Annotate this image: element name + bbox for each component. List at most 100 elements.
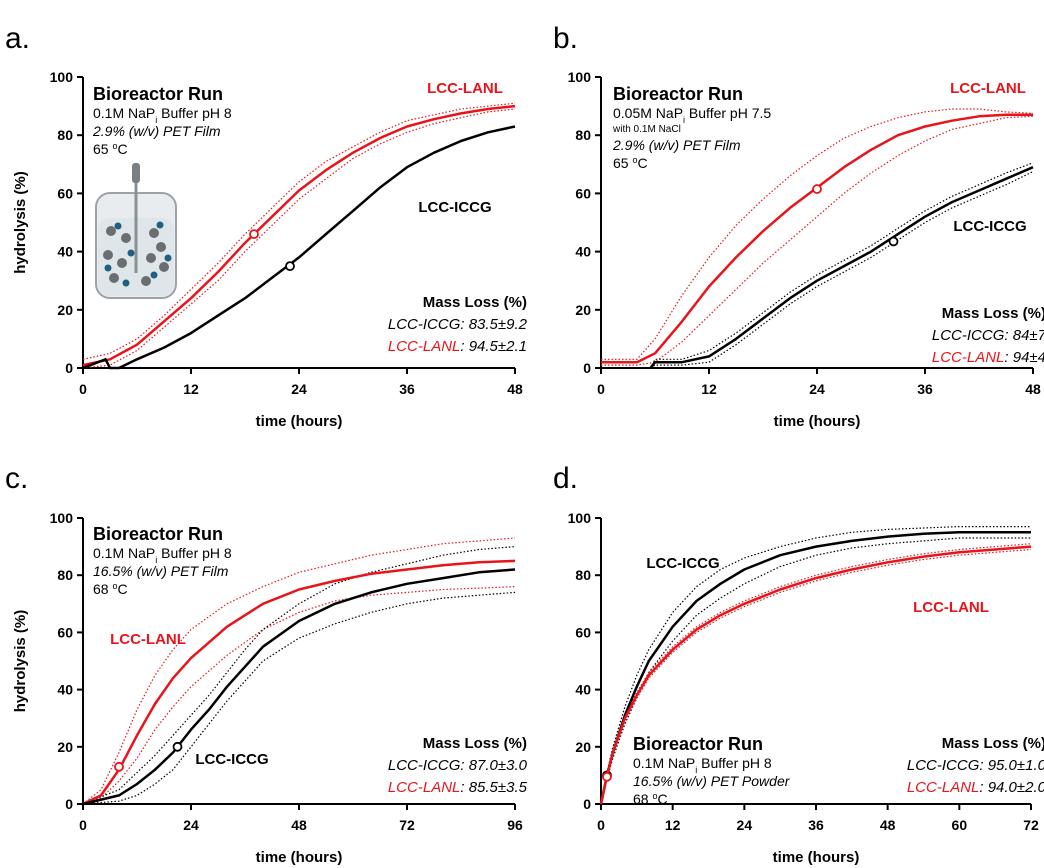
y-tick-label: 100: [568, 510, 592, 526]
mass-loss-entry: LCC-LANL: 85.5±3.5: [388, 779, 528, 796]
band-line: [649, 162, 1034, 369]
condition-line: 2.9% (w/v) PET Film: [612, 137, 741, 153]
y-tick-label: 60: [57, 185, 73, 201]
y-tick-label: 60: [57, 624, 73, 640]
band-line: [82, 591, 516, 805]
mass-loss-name: LCC-LANL: [907, 779, 980, 796]
y-tick-label: 100: [568, 69, 592, 85]
mass-loss-name: LCC-LANL: [932, 349, 1005, 366]
y-tick-label: 100: [50, 69, 74, 85]
y-tick-label: 80: [57, 567, 73, 583]
bioreactor-icon: [95, 163, 177, 299]
mass-loss-value: : 85.5±3.5: [460, 779, 527, 796]
mass-loss-title: Mass Loss (%): [942, 735, 1044, 752]
y-tick-label: 0: [583, 796, 591, 812]
y-tick-label: 20: [57, 739, 73, 755]
series-label: LCC-ICCG: [418, 199, 491, 216]
y-tick-label: 60: [575, 624, 591, 640]
condition-line: 0.1M NaPi Buffer pH 8: [93, 545, 232, 565]
mass-loss-title: Mass Loss (%): [423, 294, 527, 311]
panel-label: a.: [5, 22, 30, 55]
y-tick-label: 40: [575, 682, 591, 698]
half-point-marker: [888, 236, 899, 247]
series-label: LCC-ICCG: [195, 751, 268, 768]
condition-line: 0.05M NaPi Buffer pH 7.5: [613, 105, 771, 125]
condition-part: Buffer pH 8: [157, 545, 232, 561]
mass-loss-entry: LCC-ICCG: 95.0±1.0: [907, 757, 1044, 774]
mass-loss-name: LCC-ICCG: [388, 757, 461, 774]
mass-loss-value: : 95.0±1.0: [979, 757, 1044, 774]
x-axis-label: time (hours): [774, 413, 861, 430]
x-tick-label: 12: [701, 381, 717, 397]
panel-label: d.: [553, 462, 578, 495]
series-line: [599, 545, 1032, 805]
condition-part: Buffer pH 8: [157, 105, 232, 121]
condition-line: 65 oC: [93, 141, 128, 157]
run-title: Bioreactor Run: [93, 84, 223, 104]
condition-part: C: [637, 155, 647, 171]
condition-part: with 0.1M NaCl: [612, 124, 681, 135]
condition-part: i: [155, 115, 157, 125]
x-tick-label: 36: [917, 381, 933, 397]
y-tick-label: 80: [575, 567, 591, 583]
x-tick-label: 0: [597, 381, 605, 397]
condition-line: 68 oC: [93, 581, 128, 597]
x-tick-label: 72: [399, 817, 415, 833]
condition-line: with 0.1M NaCl: [612, 124, 681, 135]
condition-part: o: [632, 155, 637, 165]
half-point-marker: [172, 741, 183, 752]
band-line: [82, 102, 516, 360]
condition-part: o: [112, 141, 117, 151]
band-line: [600, 537, 1031, 805]
x-tick-label: 48: [880, 817, 896, 833]
series-label: LCC-LANL: [913, 599, 989, 616]
x-tick-label: 0: [79, 381, 87, 397]
y-tick-label: 80: [575, 127, 591, 143]
series-label: LCC-ICCG: [953, 218, 1026, 235]
condition-line: 68 oC: [633, 791, 668, 807]
condition-line: 16.5% (w/v) PET Film: [93, 563, 229, 579]
x-tick-label: 0: [597, 817, 605, 833]
mass-loss-value: : 94.0±2.0: [979, 779, 1044, 796]
x-tick-label: 48: [507, 381, 523, 397]
mass-loss-name: LCC-LANL: [388, 338, 461, 355]
y-tick-label: 0: [65, 360, 73, 376]
mass-loss-value: : 84±7: [1004, 327, 1044, 344]
series-line: [82, 559, 516, 806]
y-tick-label: 20: [57, 302, 73, 318]
series-line: [649, 166, 1034, 369]
mass-loss-name: LCC-ICCG: [907, 757, 980, 774]
x-axis-label: time (hours): [256, 849, 343, 866]
y-tick-label: 20: [575, 739, 591, 755]
x-tick-label: 60: [952, 817, 968, 833]
condition-line: 65 oC: [613, 155, 648, 171]
band-line: [82, 108, 516, 369]
mass-loss-name: LCC-ICCG: [932, 327, 1005, 344]
y-tick-label: 40: [57, 682, 73, 698]
mass-loss-name: LCC-ICCG: [388, 316, 461, 333]
run-title: Bioreactor Run: [633, 734, 763, 754]
band-line: [600, 548, 1032, 805]
mass-loss-entry: LCC-ICCG: 87.0±3.0: [388, 757, 528, 774]
half-point-marker: [249, 229, 259, 240]
x-tick-label: 12: [183, 381, 199, 397]
y-tick-label: 20: [575, 302, 591, 318]
condition-part: i: [695, 765, 697, 775]
panel-label: b.: [553, 22, 578, 55]
mass-loss-entry: LCC-ICCG: 83.5±9.2: [388, 316, 528, 333]
series-line: [82, 568, 516, 806]
panel: a. 0 20 40 60 80 100 0 12 24 36 48 time (hours) hydro…: [5, 22, 528, 430]
series-label: LCC-LANL: [110, 631, 186, 648]
series-line: [82, 104, 516, 367]
condition-part: 0.05M NaP: [613, 105, 683, 121]
mass-loss-entry: LCC-ICCG: 84±7: [932, 327, 1044, 344]
panel: c. 0 20 40 60 80 100 0 24 48 72 96 time (hours) hydro…: [5, 462, 528, 866]
y-tick-label: 40: [57, 244, 73, 260]
condition-part: 0.1M NaP: [93, 545, 155, 561]
run-title: Bioreactor Run: [93, 524, 223, 544]
x-tick-label: 48: [1025, 381, 1041, 397]
y-tick-label: 0: [65, 796, 73, 812]
mass-loss-title: Mass Loss (%): [423, 735, 527, 752]
condition-part: Buffer pH 7.5: [685, 105, 771, 121]
mass-loss-value: : 87.0±3.0: [460, 757, 527, 774]
